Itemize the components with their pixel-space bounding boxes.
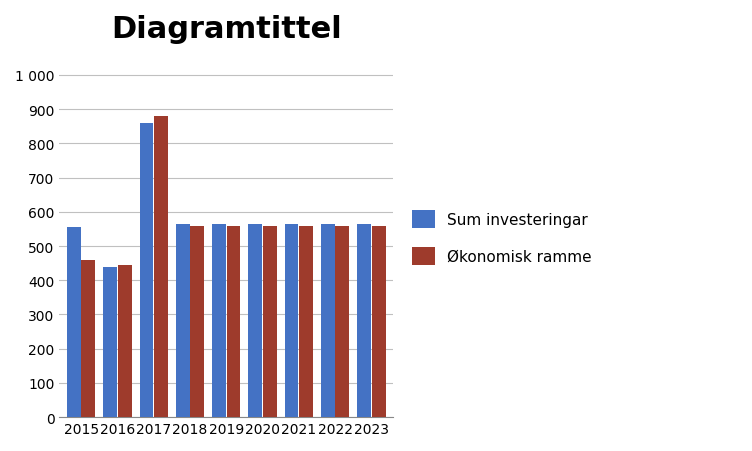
Bar <box>263 227 277 417</box>
Bar <box>103 267 117 417</box>
Bar <box>67 228 80 417</box>
Legend: Sum investeringar, Økonomisk ramme: Sum investeringar, Økonomisk ramme <box>404 202 599 273</box>
Bar <box>140 124 153 417</box>
Bar <box>118 265 132 417</box>
Bar <box>81 260 96 417</box>
Bar <box>190 227 204 417</box>
Bar <box>321 224 335 417</box>
Bar <box>357 224 371 417</box>
Bar <box>248 224 262 417</box>
Bar <box>371 227 386 417</box>
Title: Diagramtittel: Diagramtittel <box>111 15 341 44</box>
Bar <box>212 224 226 417</box>
Bar <box>285 224 299 417</box>
Bar <box>299 227 313 417</box>
Bar <box>154 117 168 417</box>
Bar <box>176 224 190 417</box>
Bar <box>226 227 241 417</box>
Bar <box>335 227 349 417</box>
